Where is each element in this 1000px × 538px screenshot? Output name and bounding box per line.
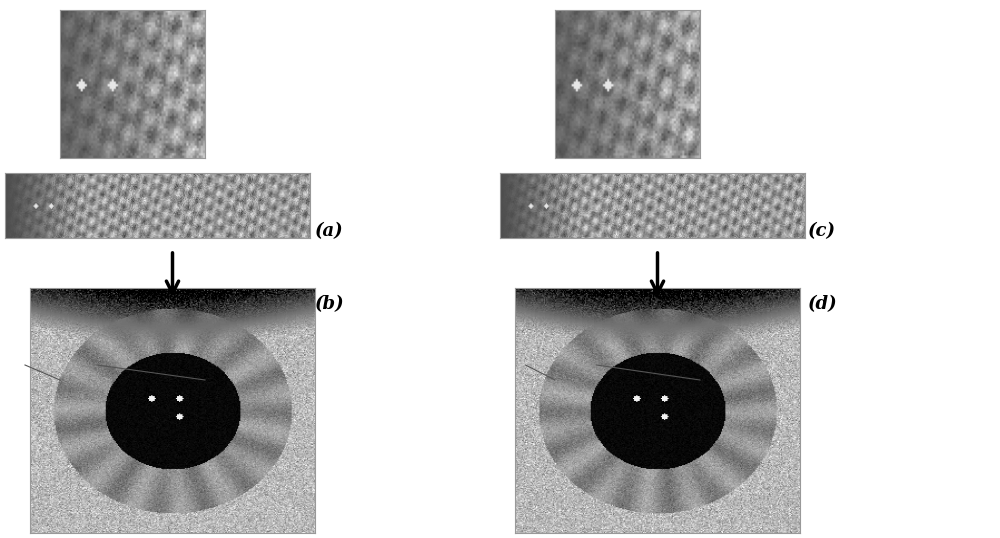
Text: (b): (b) bbox=[315, 295, 345, 313]
Text: (d): (d) bbox=[808, 295, 838, 313]
Text: (c): (c) bbox=[808, 222, 836, 240]
Text: (a): (a) bbox=[315, 222, 344, 240]
